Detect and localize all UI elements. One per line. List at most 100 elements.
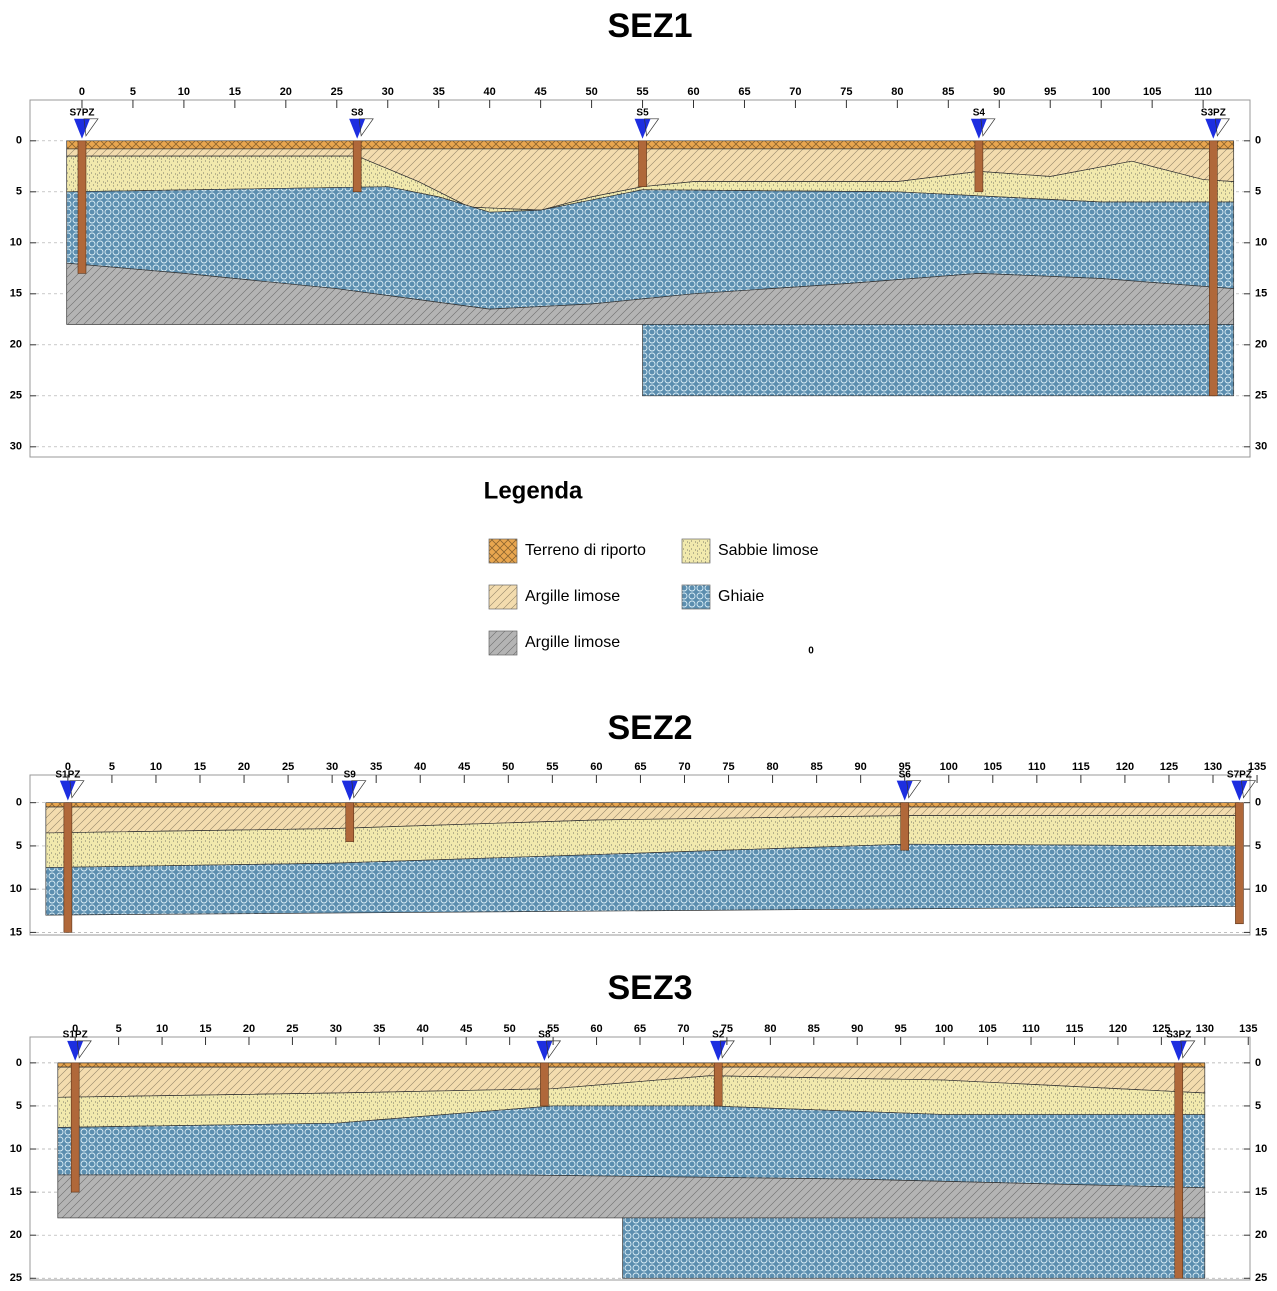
borehole <box>714 1063 722 1106</box>
x-tick-label: 55 <box>636 86 648 98</box>
y-tick-label: 20 <box>10 1229 22 1241</box>
water-marker <box>60 781 76 801</box>
borehole-label: S3PZ <box>1166 1029 1191 1040</box>
x-tick-label: 60 <box>590 1023 602 1035</box>
borehole-label: S2 <box>712 1029 725 1040</box>
section-title: SEZ2 <box>607 709 692 747</box>
x-tick-label: 80 <box>891 86 903 98</box>
x-tick-label: 120 <box>1109 1023 1127 1035</box>
y-tick-label: 25 <box>1255 1272 1267 1284</box>
x-tick-label: 120 <box>1116 761 1134 773</box>
borehole <box>901 803 909 851</box>
y-tick-label: 0 <box>16 797 22 809</box>
water-marker <box>536 1041 552 1061</box>
x-tick-label: 130 <box>1204 761 1222 773</box>
x-tick-label: 30 <box>326 761 338 773</box>
soil-layer <box>67 141 1234 149</box>
y-tick-label: 10 <box>1255 237 1267 249</box>
borehole <box>78 141 86 274</box>
y-tick-label: 15 <box>10 288 22 300</box>
borehole <box>1235 803 1243 924</box>
borehole <box>1175 1063 1183 1278</box>
y-tick-label: 25 <box>10 390 22 402</box>
x-tick-label: 105 <box>1143 86 1161 98</box>
water-marker <box>1231 781 1247 801</box>
y-tick-label: 10 <box>10 883 22 895</box>
borehole <box>975 141 983 192</box>
x-tick-label: 45 <box>460 1023 472 1035</box>
water-marker <box>635 119 651 139</box>
legend-label: Terreno di riporto <box>525 542 646 559</box>
y-tick-label: 15 <box>10 926 22 938</box>
page: Legenda 0 SEZ100551010151520202525303005… <box>0 0 1277 1286</box>
x-tick-label: 60 <box>590 761 602 773</box>
x-tick-label: 40 <box>417 1023 429 1035</box>
x-tick-label: 45 <box>458 761 470 773</box>
soil-layer <box>643 324 1234 395</box>
y-tick-label: 25 <box>1255 390 1267 402</box>
x-tick-label: 35 <box>373 1023 385 1035</box>
soil-layer <box>623 1218 1205 1278</box>
x-tick-label: 90 <box>851 1023 863 1035</box>
borehole-label: S7PZ <box>1227 769 1252 780</box>
x-tick-label: 100 <box>1092 86 1110 98</box>
x-tick-label: 20 <box>243 1023 255 1035</box>
x-tick-label: 0 <box>79 86 85 98</box>
x-tick-label: 115 <box>1072 761 1090 773</box>
legend-swatch <box>682 585 710 609</box>
x-tick-label: 135 <box>1239 1023 1257 1035</box>
y-tick-label: 30 <box>10 441 22 453</box>
soil-layer <box>46 803 1240 807</box>
x-tick-label: 85 <box>942 86 954 98</box>
soil-layer <box>58 1063 1205 1067</box>
x-tick-label: 10 <box>178 86 190 98</box>
x-tick-label: 50 <box>502 761 514 773</box>
y-tick-label: 15 <box>1255 288 1267 300</box>
water-marker <box>349 119 365 139</box>
y-tick-label: 20 <box>1255 1229 1267 1241</box>
y-tick-label: 15 <box>1255 1186 1267 1198</box>
borehole-label: S5 <box>636 107 649 118</box>
x-tick-label: 90 <box>993 86 1005 98</box>
borehole-label: S4 <box>973 107 986 118</box>
water-marker <box>1205 119 1221 139</box>
x-tick-label: 30 <box>382 86 394 98</box>
water-marker <box>67 1041 83 1061</box>
borehole-label: S8 <box>351 107 364 118</box>
x-tick-label: 105 <box>978 1023 996 1035</box>
water-marker <box>74 119 90 139</box>
water-marker <box>710 1041 726 1061</box>
y-tick-label: 0 <box>16 1057 22 1069</box>
section-title: SEZ3 <box>607 969 692 1007</box>
y-tick-label: 25 <box>10 1272 22 1284</box>
section-title: SEZ1 <box>607 7 692 45</box>
y-tick-label: 5 <box>1255 186 1261 198</box>
x-tick-label: 110 <box>1194 86 1212 98</box>
y-tick-label: 5 <box>1255 1100 1261 1112</box>
x-tick-label: 75 <box>722 761 734 773</box>
borehole-label: S3PZ <box>1201 107 1226 118</box>
borehole-label: S8 <box>538 1029 551 1040</box>
x-tick-label: 40 <box>414 761 426 773</box>
water-marker <box>1171 1041 1187 1061</box>
x-tick-label: 70 <box>789 86 801 98</box>
legend-swatch <box>489 631 517 655</box>
x-tick-label: 65 <box>738 86 750 98</box>
x-tick-label: 85 <box>808 1023 820 1035</box>
legend-swatch <box>489 585 517 609</box>
x-tick-label: 70 <box>678 761 690 773</box>
x-tick-label: 25 <box>286 1023 298 1035</box>
x-tick-label: 50 <box>504 1023 516 1035</box>
borehole <box>540 1063 548 1106</box>
x-tick-label: 110 <box>1022 1023 1040 1035</box>
y-tick-label: 0 <box>1255 135 1261 147</box>
y-tick-label: 0 <box>16 135 22 147</box>
x-tick-label: 75 <box>840 86 852 98</box>
x-tick-label: 10 <box>150 761 162 773</box>
x-tick-label: 125 <box>1160 761 1178 773</box>
y-tick-label: 0 <box>1255 797 1261 809</box>
x-tick-label: 20 <box>280 86 292 98</box>
y-tick-label: 10 <box>10 237 22 249</box>
borehole-label: S7PZ <box>69 107 94 118</box>
y-tick-label: 20 <box>10 339 22 351</box>
